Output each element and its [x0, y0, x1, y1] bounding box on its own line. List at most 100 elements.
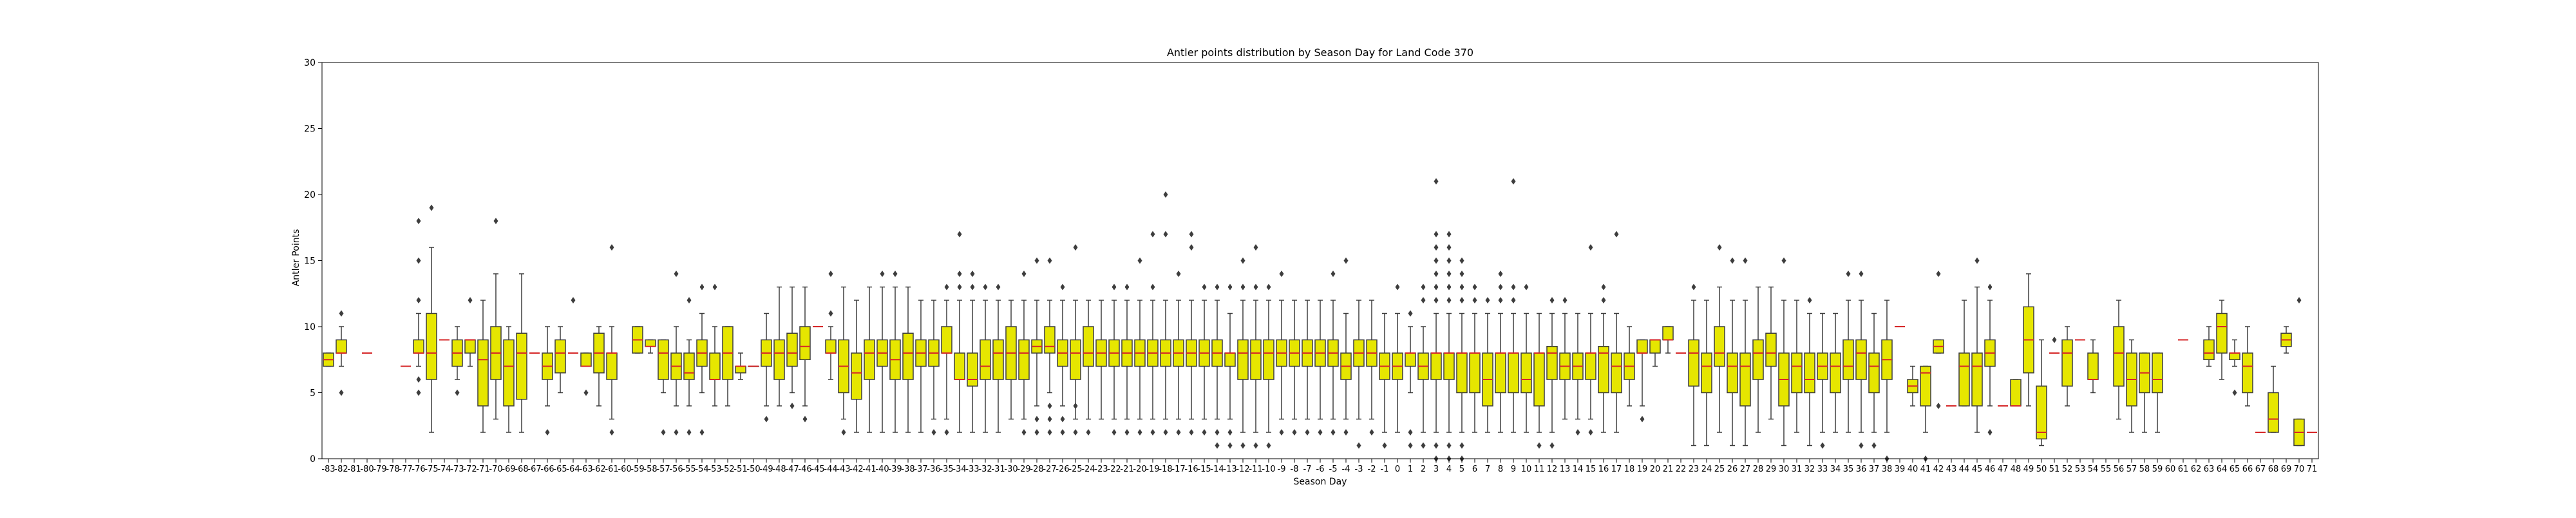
x-tick-label: 13 — [1560, 465, 1571, 474]
outlier-point — [1034, 416, 1039, 423]
box-iqr — [477, 339, 489, 407]
x-tick-label: -77 — [399, 465, 412, 474]
outlier-point — [1459, 257, 1464, 264]
outlier-point — [687, 297, 692, 303]
box-iqr — [2152, 352, 2163, 394]
box-group--36 — [928, 300, 940, 436]
x-tick-label: -48 — [772, 465, 786, 474]
x-tick-label: 61 — [2178, 465, 2189, 474]
outlier-point — [1060, 283, 1065, 291]
box-iqr — [1649, 339, 1661, 354]
box-group-42 — [1933, 271, 1944, 409]
x-tick-label: 56 — [2114, 465, 2125, 474]
box-group-40 — [1907, 365, 1918, 407]
box-group-13 — [1559, 297, 1571, 420]
boxes-layer — [323, 178, 2317, 462]
x-tick-label: 34 — [1830, 465, 1841, 474]
box-group-38 — [1881, 300, 1893, 462]
box-group-56 — [2113, 300, 2125, 420]
outlier-point — [1588, 244, 1593, 251]
box-group--14 — [1211, 283, 1223, 449]
x-tick-label: -23 — [1094, 465, 1108, 474]
box-iqr — [1018, 339, 1030, 380]
x-tick-label: 68 — [2268, 465, 2279, 474]
x-tick-label: -11 — [1249, 465, 1262, 474]
x-tick-label: -79 — [373, 465, 386, 474]
x-tick-label: 53 — [2075, 465, 2086, 474]
x-tick-label: -50 — [746, 465, 760, 474]
y-tick-label: 5 — [310, 388, 316, 399]
box-group-54 — [2087, 339, 2099, 394]
x-tick-label: -57 — [656, 465, 670, 474]
box-group-30 — [1778, 257, 1790, 446]
x-tick-label: -83 — [321, 465, 335, 474]
x-tick-label: 39 — [1895, 465, 1906, 474]
box-group-29 — [1765, 286, 1777, 420]
box-group--68 — [516, 273, 527, 433]
outlier-point — [1781, 257, 1786, 264]
box-group--46 — [799, 286, 811, 423]
box-group-7 — [1482, 297, 1493, 433]
box-iqr — [1701, 352, 1712, 394]
box-group-63 — [2203, 326, 2215, 367]
box-iqr — [799, 326, 811, 360]
outlier-point — [1253, 442, 1258, 449]
x-tick-label: -54 — [695, 465, 708, 474]
outlier-point — [699, 429, 705, 436]
x-tick-label: 16 — [1598, 465, 1609, 474]
x-tick-label: 35 — [1843, 465, 1854, 474]
outlier-point — [1498, 283, 1503, 291]
box-iqr — [1739, 352, 1751, 407]
x-tick-label: 27 — [1740, 465, 1751, 474]
outlier-point — [1537, 442, 1542, 449]
x-tick-label: -29 — [1017, 465, 1030, 474]
outlier-point — [1137, 257, 1142, 264]
box-group-10 — [1520, 283, 1532, 433]
box-iqr — [1868, 352, 1880, 394]
outlier-point — [1459, 271, 1464, 277]
x-tick-label: -65 — [553, 465, 567, 474]
x-tick-label: -67 — [527, 465, 541, 474]
outlier-point — [416, 218, 421, 224]
outlier-point — [468, 297, 473, 303]
box-group--13 — [1224, 283, 1236, 449]
box-iqr — [1662, 326, 1674, 341]
outlier-point — [1434, 297, 1439, 303]
outlier-point — [970, 283, 975, 291]
outlier-point — [1356, 442, 1361, 449]
x-tick-label: 51 — [2049, 465, 2060, 474]
outlier-point — [944, 429, 949, 436]
x-tick-label: -53 — [708, 465, 721, 474]
box-iqr — [1237, 339, 1249, 380]
box-iqr — [851, 352, 862, 400]
box-group--15 — [1198, 283, 1210, 436]
outlier-point — [1434, 283, 1439, 291]
x-tick-label: -6 — [1316, 465, 1325, 474]
box-group-2 — [1417, 283, 1429, 449]
x-tick-label: -3 — [1355, 465, 1363, 474]
box-group-15 — [1585, 244, 1596, 436]
box-group--35 — [941, 283, 952, 436]
outlier-point — [1305, 429, 1310, 436]
outlier-point — [1562, 297, 1567, 303]
x-tick-label: -46 — [798, 465, 811, 474]
outlier-point — [1434, 231, 1439, 238]
outlier-point — [1266, 442, 1271, 449]
outlier-point — [2232, 389, 2237, 396]
outlier-point — [1073, 244, 1078, 251]
outlier-point — [699, 283, 705, 291]
outlier-point — [1446, 297, 1452, 303]
outlier-point — [1395, 283, 1400, 291]
x-tick-label: -20 — [1133, 465, 1146, 474]
box-group-16 — [1598, 283, 1609, 433]
box-group--32 — [980, 283, 991, 433]
x-tick-label: -60 — [618, 465, 631, 474]
outlier-point — [1472, 297, 1477, 303]
x-tick-label: -72 — [463, 465, 477, 474]
box-group-23 — [1688, 283, 1700, 446]
outlier-point — [957, 271, 962, 277]
x-tick-label: 69 — [2281, 465, 2292, 474]
outlier-point — [1434, 271, 1439, 277]
outlier-point — [1343, 257, 1349, 264]
outlier-point — [1021, 271, 1027, 277]
